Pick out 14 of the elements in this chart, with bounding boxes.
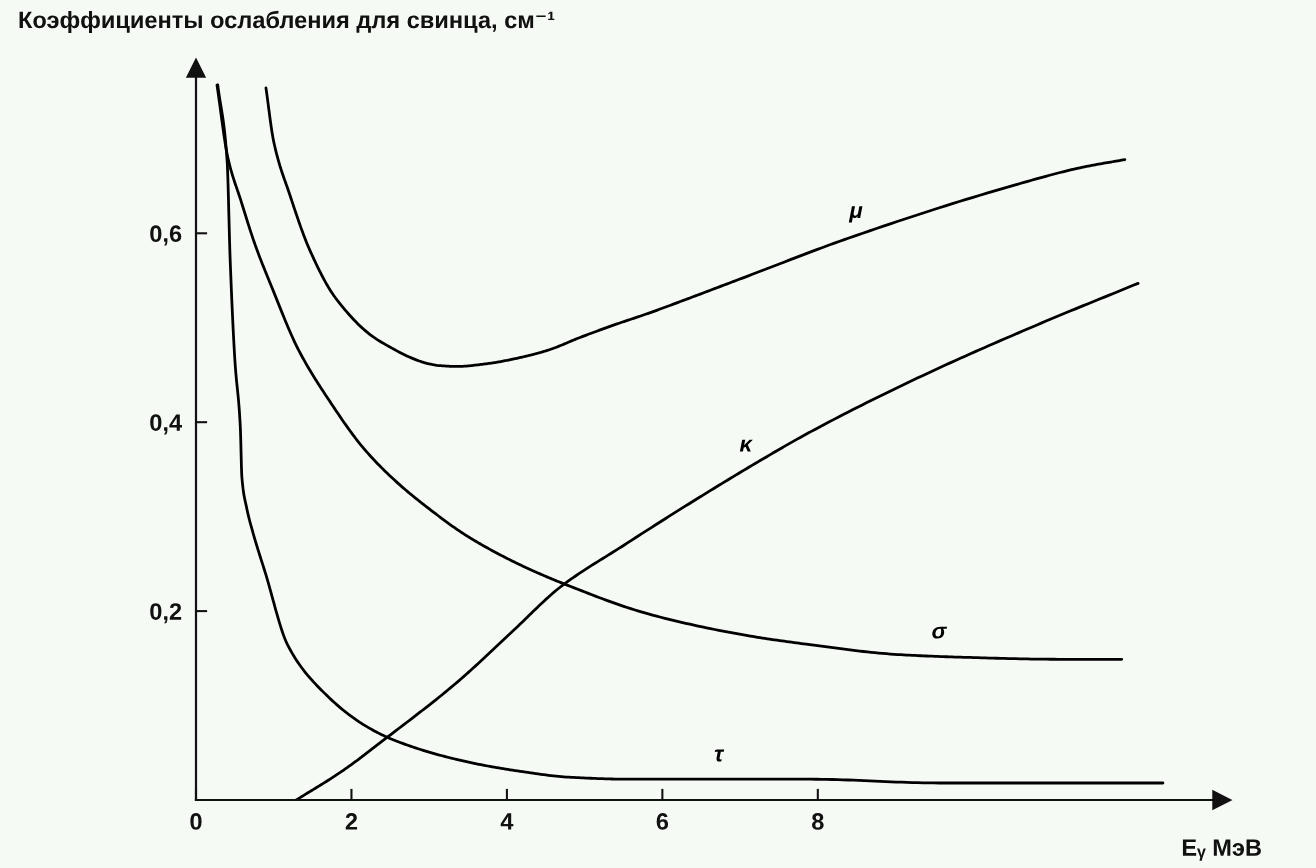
x-tick-label: 6 xyxy=(656,813,669,830)
y-tick-label: 0,2 xyxy=(150,603,182,624)
y-tick-label: 0,4 xyxy=(150,414,182,435)
series-label: τ xyxy=(714,749,725,762)
series-label: κ xyxy=(739,439,753,452)
x-tick-label: 2 xyxy=(345,813,358,830)
x-tick-label: 4 xyxy=(500,813,514,830)
x-tick-label: 8 xyxy=(812,813,824,830)
y-tick-label: 0,6 xyxy=(150,225,182,246)
series-label: μ xyxy=(848,206,863,223)
series-label: σ xyxy=(932,626,948,639)
y-axis-title: Коэффициенты ослабления для свинца, см⁻¹ xyxy=(19,10,555,33)
x-tick-label: 0 xyxy=(190,813,202,830)
x-axis-title: Eᵧ МэВ xyxy=(1182,839,1261,861)
